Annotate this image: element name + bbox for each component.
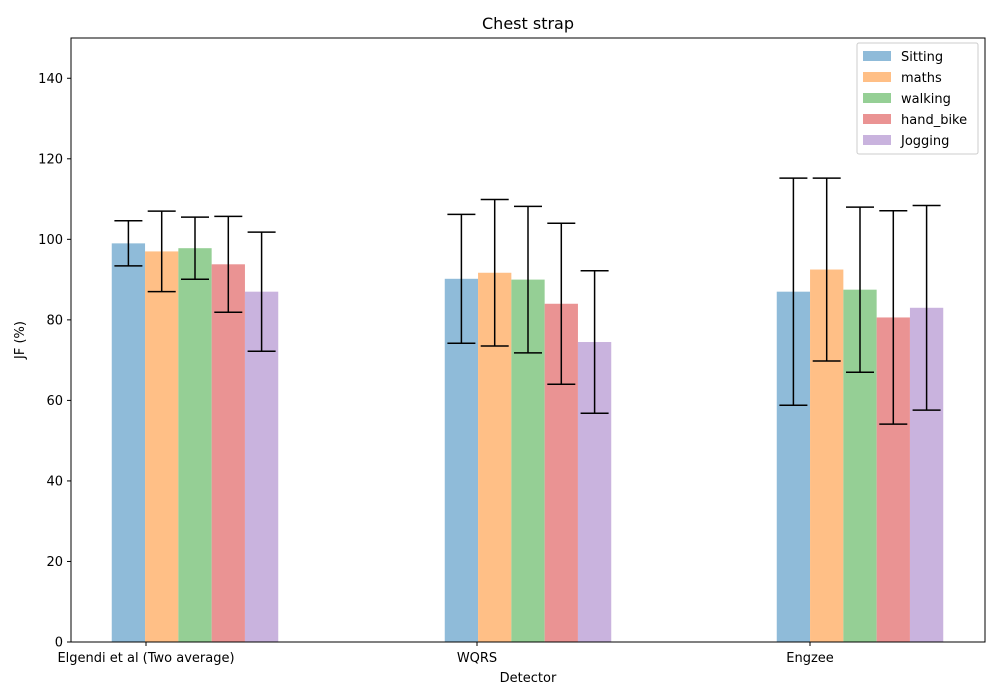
bars-layer — [111, 243, 944, 643]
y-tick-label-40: 40 — [46, 474, 63, 489]
y-tick-label-140: 140 — [38, 72, 63, 87]
legend-label-walking: walking — [901, 92, 951, 107]
legend: Sitting maths walking hand_bike Jogging — [856, 42, 979, 155]
x-tick-label-1: WQRS — [457, 651, 497, 666]
error-bars-layer — [114, 177, 941, 425]
legend-label-Sitting: Sitting — [901, 50, 943, 65]
x-tick-label-0: Elgendi et al (Two average) — [57, 651, 234, 666]
legend-box — [856, 42, 979, 155]
legend-label-Jogging: Jogging — [900, 134, 949, 149]
y-tick-label-100: 100 — [38, 233, 63, 248]
plot-frame — [70, 37, 986, 643]
bar-hand_bike-0 — [211, 264, 245, 642]
chart-title: Chest strap — [482, 14, 574, 33]
y-tick-label-60: 60 — [46, 394, 63, 409]
x-tick-label-2: Engzee — [786, 651, 834, 666]
x-axis: Elgendi et al (Two average) WQRS Engzee — [57, 642, 834, 666]
y-tick-label-0: 0 — [55, 636, 63, 651]
y-tick-label-80: 80 — [46, 313, 63, 328]
bar-walking-0 — [178, 248, 212, 642]
legend-label-maths: maths — [901, 71, 942, 86]
legend-label-hand_bike: hand_bike — [901, 113, 967, 128]
bar-Sitting-0 — [111, 243, 146, 643]
y-tick-label-20: 20 — [46, 555, 63, 570]
legend-swatch-maths — [863, 72, 891, 82]
bar-maths-0 — [145, 251, 179, 642]
legend-swatch-walking — [863, 93, 891, 103]
y-axis: 0 20 40 60 80 100 120 140 — [38, 72, 71, 651]
x-axis-label: Detector — [500, 671, 557, 686]
legend-swatch-Sitting — [863, 51, 891, 61]
legend-swatch-hand_bike — [863, 114, 891, 124]
y-axis-label: JF (%) — [13, 321, 28, 360]
legend-swatch-Jogging — [863, 135, 891, 145]
y-tick-label-120: 120 — [38, 152, 63, 167]
